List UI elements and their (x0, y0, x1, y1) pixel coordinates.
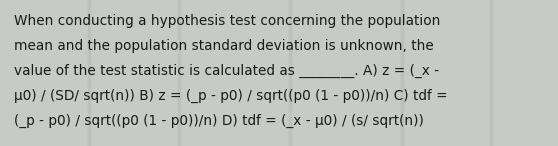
Text: (_p - p0) / sqrt((p0 (1 - p0))/n) D) tdf = (_x - μ0) / (s/ sqrt(n)): (_p - p0) / sqrt((p0 (1 - p0))/n) D) tdf… (14, 114, 424, 128)
Text: μ0) / (SD/ sqrt(n)) B) z = (_p - p0) / sqrt((p0 (1 - p0))/n) C) tdf =: μ0) / (SD/ sqrt(n)) B) z = (_p - p0) / s… (14, 89, 448, 103)
Text: value of the test statistic is calculated as ________. A) z = (_x -: value of the test statistic is calculate… (14, 64, 439, 78)
Text: When conducting a hypothesis test concerning the population: When conducting a hypothesis test concer… (14, 14, 440, 28)
Text: mean and the population standard deviation is unknown, the: mean and the population standard deviati… (14, 39, 434, 53)
